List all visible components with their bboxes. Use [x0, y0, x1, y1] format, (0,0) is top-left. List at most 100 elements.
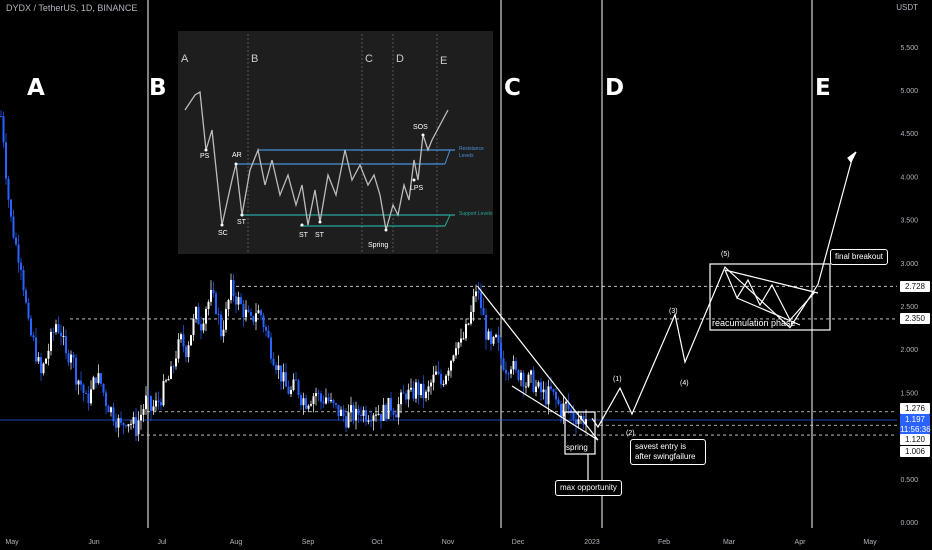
candle-body: [50, 331, 52, 351]
wyckoff-inset: [178, 31, 493, 254]
candle-body: [152, 406, 155, 411]
candle-body: [497, 334, 500, 343]
candle-body: [95, 377, 97, 384]
candle-body: [172, 366, 175, 368]
candle-body: [565, 401, 567, 404]
x-tick-label: Jun: [88, 539, 99, 546]
y-tick-label: 1.500: [900, 390, 918, 397]
candle-body: [55, 324, 57, 333]
x-tick-label: Sep: [302, 539, 315, 546]
candle-body: [430, 382, 432, 387]
candle-body: [170, 366, 172, 379]
candle-body: [462, 338, 465, 340]
candle-body: [297, 380, 300, 396]
candle-body: [445, 375, 447, 384]
candle-body: [80, 380, 82, 385]
candle-body: [480, 292, 482, 308]
inset-phase-d: D: [396, 53, 404, 65]
candle-body: [237, 297, 240, 305]
y-tick-label: 5.500: [900, 45, 918, 52]
candle-body: [412, 387, 415, 399]
candle-body: [415, 382, 417, 399]
candle-body: [162, 380, 165, 406]
x-tick-label: Nov: [442, 539, 455, 546]
candle-body: [272, 358, 275, 366]
candle-body: [515, 361, 517, 371]
candle-body: [490, 331, 492, 344]
x-tick-label: May: [5, 539, 19, 546]
symbol-title: DYDX / TetherUS, 1D, BINANCE: [6, 3, 138, 13]
inset-phase-a: A: [181, 53, 189, 65]
candle-body: [365, 410, 367, 422]
candle-body: [407, 389, 410, 400]
price-tag-1120: 1.120: [900, 434, 930, 445]
candle-body: [260, 310, 262, 316]
candle-body: [382, 404, 385, 421]
inset-label-st-1: ST: [237, 219, 246, 226]
candle-body: [70, 354, 72, 363]
candle-body: [312, 396, 315, 405]
candle-body: [417, 382, 420, 395]
x-tick-label: May: [863, 539, 877, 546]
candle-body: [400, 392, 402, 405]
wave-label-4: (4): [680, 380, 689, 387]
y-tick-label: 3.500: [900, 218, 918, 225]
candle-body: [282, 372, 285, 382]
candle-body: [200, 324, 202, 331]
candle-body: [202, 323, 205, 331]
candle-body: [330, 400, 332, 402]
inset-label-st-3: ST: [315, 232, 324, 239]
candle-body: [352, 405, 355, 421]
candle-body: [240, 297, 242, 304]
candle-body: [485, 315, 487, 340]
price-tag-1006: 1.006: [900, 446, 930, 457]
candle-body: [187, 345, 190, 358]
candle-body: [402, 392, 405, 394]
candle-body: [12, 216, 15, 238]
candle-body: [7, 178, 10, 200]
candle-body: [437, 371, 440, 374]
candle-body: [572, 412, 575, 420]
candle-body: [385, 404, 387, 419]
candle-body: [217, 313, 220, 315]
candle-body: [522, 372, 525, 387]
candle-body: [532, 370, 535, 392]
candle-body: [112, 407, 115, 422]
inset-label-sc: SC: [218, 230, 228, 237]
phase-label-e: E: [815, 75, 831, 101]
candle-body: [510, 369, 512, 374]
candle-body: [65, 335, 67, 354]
candle-body: [150, 396, 152, 411]
candle-body: [67, 353, 70, 363]
current-price-tag: 1.197: [900, 414, 930, 425]
inset-panel: [178, 31, 493, 254]
x-tick-label: Feb: [658, 539, 670, 546]
candle-body: [567, 401, 570, 410]
candle-body: [265, 326, 267, 331]
candle-body: [325, 397, 327, 404]
candle-body: [320, 393, 322, 402]
x-tick-label: Dec: [512, 539, 525, 546]
candle-body: [470, 312, 472, 324]
candle-body: [390, 398, 392, 411]
candle-body: [512, 361, 515, 370]
candle-body: [207, 301, 210, 309]
max-opportunity-label: max opportunity: [555, 480, 622, 496]
candle-body: [275, 365, 277, 370]
candle-body: [442, 383, 445, 385]
spring-box: [564, 411, 596, 455]
candle-body: [280, 365, 282, 382]
candle-body: [175, 358, 177, 367]
candle-body: [317, 393, 320, 395]
candle-body: [190, 335, 192, 346]
candle-body: [517, 370, 520, 381]
candle-body: [552, 389, 555, 392]
candle-body: [465, 324, 467, 339]
candle-body: [380, 413, 382, 421]
candle-body: [105, 392, 107, 407]
candle-body: [215, 293, 217, 314]
candle-body: [477, 291, 480, 293]
candle-body: [120, 418, 122, 423]
candle-body: [180, 334, 182, 340]
candle-body: [560, 404, 562, 417]
